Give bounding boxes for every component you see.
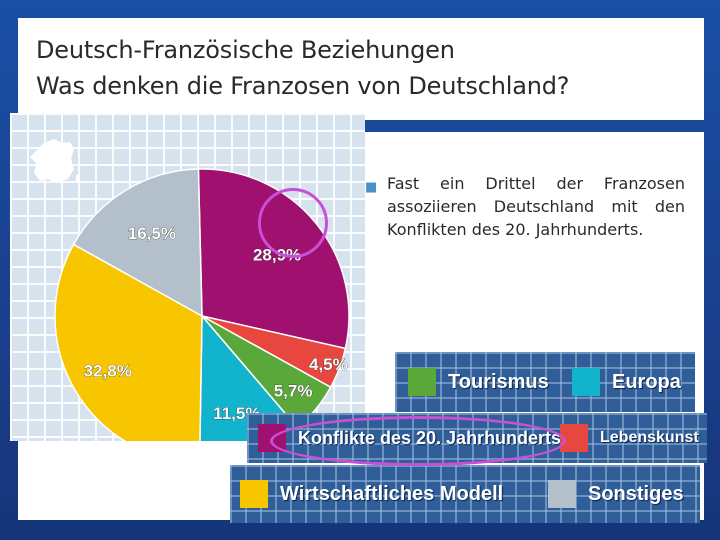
slice-label: 5,7% [274,381,313,400]
legend-swatch [240,480,268,508]
slice-label: 28,9% [253,246,301,265]
slice-label: 4,5% [309,355,348,374]
legend-swatch [548,480,576,508]
legend-panel-bottom [230,465,700,523]
legend-label: Europa [612,370,681,393]
legend-swatch [408,368,436,396]
france-map-icon [30,139,74,183]
legend-label: Tourismus [448,370,549,393]
legend-label: Sonstiges [588,482,684,505]
legend-item-europa: Europa [572,368,681,396]
slice-label: 32,8% [84,361,132,380]
legend-label: Wirtschaftliches Modell [280,482,504,505]
slice-wirtschaft [54,243,203,441]
slice-label: 16,5% [128,224,176,243]
legend-item-wirtschaft: Wirtschaftliches Modell [240,480,503,508]
bullet-item: ■ Fast ein Drittel der Franzosen assozii… [365,172,685,241]
legend-panel-top [395,352,695,412]
legend-panel-middle [247,413,707,463]
bullet-icon: ■ [365,180,378,195]
legend-item-konflikte: Konflikte des 20. Jahrhunderts [258,424,561,452]
corsica-icon [76,175,80,183]
legend-swatch [572,368,600,396]
pie-chart: 28,9%4,5%5,7%11,5%32,8%16,5% [30,139,350,441]
slide-title-line-1: Deutsch-Französische Beziehungen [36,36,455,64]
legend-label: Lebenskunst [600,429,699,446]
legend-item-tourismus: Tourismus [408,368,549,396]
pie-panel: 28,9% 4,5% 5,7% 11,5% 32,8% 16,5% [10,113,365,441]
legend-item-sonstiges: Sonstiges [548,480,684,508]
legend-label: Konflikte des 20. Jahrhunderts [298,427,562,448]
legend-item-lebenskunst: Lebenskunst [560,424,699,452]
title-box: Deutsch-Französische Beziehungen Was den… [18,18,704,120]
legend-swatch [560,424,588,452]
slide-title-line-2: Was denken die Franzosen von Deutschland… [36,72,570,100]
slice-sonstiges [72,168,203,318]
bullet-text: Fast ein Drittel der Franzosen assoziier… [387,174,685,239]
slice-konflikte [197,168,350,350]
legend-swatch [258,424,286,452]
